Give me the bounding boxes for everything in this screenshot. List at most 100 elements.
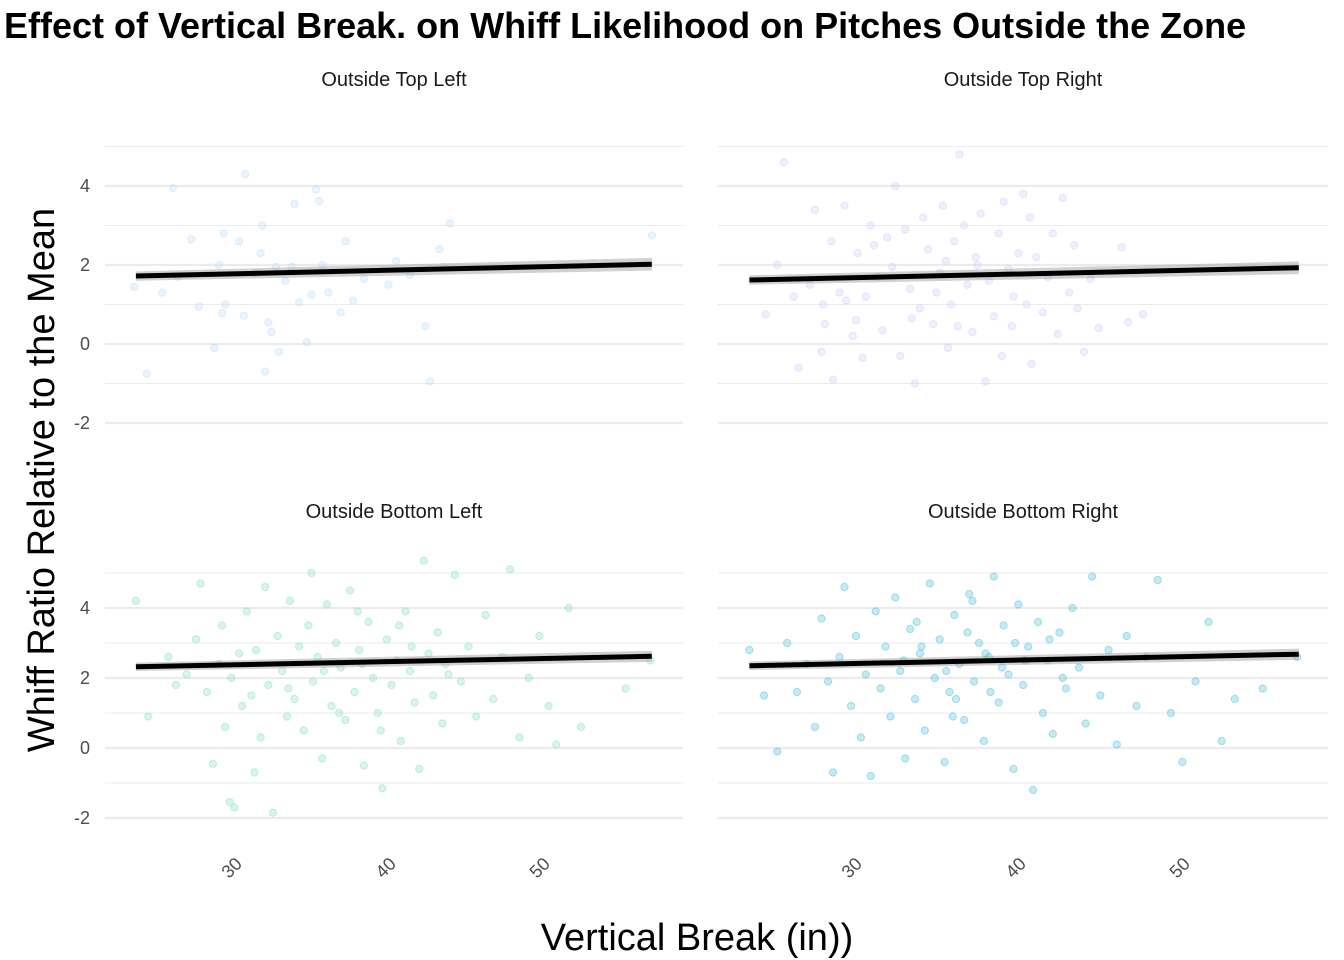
data-point — [1009, 292, 1018, 301]
data-point — [295, 298, 304, 307]
data-point — [275, 347, 284, 356]
data-point — [940, 757, 949, 767]
data-point — [886, 712, 895, 721]
data-point — [969, 677, 979, 686]
data-point — [202, 687, 211, 697]
data-point — [1073, 304, 1082, 313]
data-point — [348, 296, 358, 305]
data-point — [901, 754, 910, 763]
data-point — [322, 600, 331, 609]
data-point — [1258, 684, 1267, 693]
y-tick-label: 2 — [80, 255, 90, 275]
data-point — [445, 219, 455, 228]
data-point — [278, 666, 287, 676]
data-point — [552, 740, 561, 749]
data-point — [1024, 642, 1033, 651]
data-point — [456, 677, 465, 686]
data-point — [861, 670, 870, 679]
data-point — [861, 292, 870, 301]
data-point — [999, 197, 1008, 206]
data-point — [241, 170, 250, 179]
y-tick-label: 2 — [80, 668, 90, 688]
data-point — [906, 284, 915, 293]
data-point — [942, 666, 951, 676]
data-point — [963, 628, 972, 637]
data-point — [307, 290, 316, 299]
data-point — [405, 666, 415, 676]
data-point — [835, 652, 844, 662]
data-point — [1058, 673, 1067, 683]
data-point — [387, 680, 396, 690]
data-point — [196, 579, 205, 588]
data-point — [965, 589, 974, 599]
data-point — [234, 237, 244, 246]
data-point — [208, 759, 217, 768]
data-point — [264, 680, 273, 690]
data-point — [214, 260, 224, 270]
data-point — [290, 694, 299, 704]
data-point — [856, 733, 866, 742]
data-point — [355, 645, 364, 655]
data-point — [840, 582, 849, 592]
data-point — [131, 596, 140, 606]
data-point — [335, 708, 344, 718]
data-point — [168, 183, 177, 193]
data-point — [1088, 572, 1097, 581]
data-point — [848, 332, 857, 341]
data-point — [1086, 274, 1095, 283]
data-point — [341, 715, 350, 725]
data-point — [891, 181, 900, 191]
x-tick-label: 40 — [1002, 854, 1030, 882]
data-point — [919, 213, 928, 222]
data-point — [221, 300, 230, 309]
data-point — [851, 631, 861, 641]
data-point — [1009, 764, 1018, 774]
data-point — [917, 642, 926, 651]
data-point — [981, 649, 990, 658]
data-point — [261, 367, 270, 376]
data-point — [910, 379, 920, 388]
data-point — [943, 343, 952, 353]
y-axis-title: Whiff Ratio Relative to the Mean — [21, 208, 63, 752]
data-point — [824, 677, 833, 686]
data-point — [285, 596, 294, 606]
data-point — [997, 351, 1007, 360]
data-point — [142, 369, 151, 378]
data-point — [999, 621, 1008, 630]
data-point — [384, 280, 393, 289]
data-point — [773, 260, 782, 270]
data-point — [1019, 189, 1028, 198]
data-point — [828, 375, 838, 384]
data-point — [647, 231, 656, 240]
data-point — [1153, 575, 1162, 585]
data-point — [846, 701, 856, 711]
data-point — [866, 771, 875, 781]
data-point — [1138, 310, 1148, 319]
data-point — [332, 638, 341, 648]
x-tick-label: 50 — [1166, 854, 1194, 882]
data-point — [817, 347, 826, 356]
data-point — [218, 621, 227, 630]
data-point — [218, 309, 227, 318]
data-point — [947, 300, 956, 309]
data-point — [238, 701, 247, 711]
data-point — [912, 617, 921, 627]
data-point — [359, 274, 368, 283]
data-point — [419, 556, 428, 565]
data-point — [760, 691, 769, 700]
data-point — [930, 673, 939, 683]
data-point — [828, 768, 838, 777]
trend-line — [749, 651, 1299, 669]
data-point — [284, 684, 293, 693]
data-point — [359, 761, 368, 770]
data-point — [1014, 249, 1023, 258]
y-tick-label: 4 — [80, 176, 90, 196]
data-point — [311, 185, 321, 194]
data-point — [341, 237, 350, 246]
data-point — [960, 715, 969, 725]
data-point — [779, 158, 788, 167]
data-point — [974, 638, 984, 648]
data-point — [1079, 347, 1089, 356]
trend-line — [135, 653, 652, 670]
